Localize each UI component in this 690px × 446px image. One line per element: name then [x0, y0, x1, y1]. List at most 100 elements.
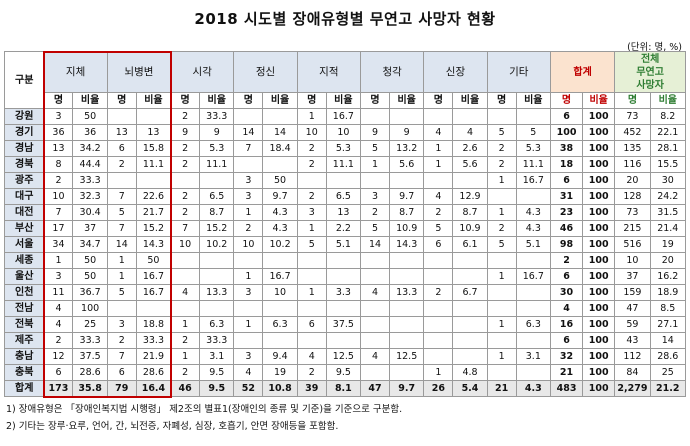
- cell-count: 34: [43, 236, 74, 253]
- cell-ratio: 4.3: [515, 220, 551, 237]
- cell-count: 23: [549, 204, 584, 221]
- cell-ratio: 16.7: [135, 268, 172, 285]
- cell-ratio: [452, 252, 488, 269]
- subheader-ratio: 비율: [649, 92, 687, 109]
- cell-count: 6: [549, 268, 584, 285]
- cell-count: 2: [549, 252, 584, 269]
- cell-count: 17: [43, 220, 74, 237]
- cell-count: [359, 172, 391, 189]
- cell-ratio: 12.9: [452, 188, 488, 205]
- cell-count: [359, 108, 391, 125]
- cell-count: 3: [233, 284, 264, 301]
- region-label: 부산: [3, 220, 45, 237]
- cell-ratio: 100: [582, 108, 616, 125]
- cell-count: 1: [233, 316, 264, 333]
- table-row: 경북 8 44.4 2 11.1 2 11.1 2 11.1 1 5.6 1 5.6 2 11.1 18 100…: [3, 156, 687, 173]
- cell-count: [296, 300, 327, 317]
- cell-ratio: [262, 300, 298, 317]
- cell-count: 2: [296, 156, 327, 173]
- cell-count: 1: [423, 156, 454, 173]
- region-label: 경북: [3, 156, 45, 173]
- cell-count: 26: [423, 380, 454, 397]
- cell-count: 4: [43, 316, 74, 333]
- cell-count: 7: [106, 220, 137, 237]
- cell-ratio: 10.9: [389, 220, 425, 237]
- table-row: 대전 7 30.4 5 21.7 2 8.7 1 4.3 3 13 2 8.7 2 8.7 1 4.3 23 100…: [3, 204, 687, 221]
- cell-ratio: 33.3: [135, 332, 172, 349]
- cell-count: [170, 268, 201, 285]
- subheader-count: 명: [296, 92, 327, 109]
- cell-count: 128: [614, 188, 651, 205]
- cell-ratio: 13.3: [199, 284, 235, 301]
- cell-ratio: [325, 300, 362, 317]
- cell-count: [106, 108, 137, 125]
- cell-count: 2: [43, 332, 74, 349]
- cell-count: 2: [170, 332, 201, 349]
- cell-ratio: 100: [582, 156, 616, 173]
- cell-ratio: [515, 188, 551, 205]
- cell-count: [170, 172, 201, 189]
- cell-count: 4: [170, 284, 201, 301]
- cell-count: 4: [296, 348, 327, 365]
- cell-ratio: 3.1: [515, 348, 551, 365]
- cell-ratio: 50: [135, 252, 172, 269]
- cell-ratio: [199, 268, 235, 285]
- cell-count: [423, 300, 454, 317]
- subheader-count: 명: [233, 92, 264, 109]
- cell-ratio: 33.3: [199, 332, 235, 349]
- cell-ratio: 100: [582, 364, 616, 381]
- table-row: 강원 3 50 2 33.3 1 16.7 6 100 73 8.2: [3, 108, 687, 125]
- region-label: 대구: [3, 188, 45, 205]
- cell-ratio: [389, 364, 425, 381]
- cell-count: [486, 332, 517, 349]
- table-row: 대구 10 32.3 7 22.6 2 6.5 3 9.7 2 6.5 3 9.7 4 12.9 31 100 1…: [3, 188, 687, 205]
- cell-ratio: [452, 332, 488, 349]
- cell-ratio: 16.2: [649, 268, 687, 285]
- cell-ratio: [262, 108, 298, 125]
- cell-count: 14: [233, 124, 264, 141]
- cell-ratio: [325, 172, 362, 189]
- cell-count: 6: [549, 332, 584, 349]
- cell-ratio: [515, 108, 551, 125]
- cell-count: 73: [614, 108, 651, 125]
- cell-ratio: 10.2: [199, 236, 235, 253]
- cell-count: 6: [106, 364, 137, 381]
- cell-ratio: [452, 108, 488, 125]
- cell-count: [486, 284, 517, 301]
- cell-count: [170, 252, 201, 269]
- cell-ratio: [515, 252, 551, 269]
- cell-ratio: 100: [582, 268, 616, 285]
- cell-ratio: [452, 348, 488, 365]
- cell-count: 215: [614, 220, 651, 237]
- cell-count: [359, 316, 391, 333]
- cell-ratio: 18.9: [649, 284, 687, 301]
- region-label: 광주: [3, 172, 45, 189]
- cell-ratio: 16.4: [135, 380, 172, 397]
- cell-count: 2: [106, 332, 137, 349]
- header-category-jiche: 지체: [43, 51, 108, 93]
- cell-count: 5: [486, 124, 517, 141]
- cell-count: [296, 172, 327, 189]
- cell-count: 7: [106, 348, 137, 365]
- cell-count: 3: [296, 204, 327, 221]
- table-row: 충북 6 28.6 6 28.6 2 9.5 4 19 2 9.5 1 4.8 21 100 84 25: [3, 364, 687, 381]
- cell-count: 1: [170, 316, 201, 333]
- cell-ratio: 35.8: [72, 380, 108, 397]
- cell-ratio: 8.5: [649, 300, 687, 317]
- header-category-sinjang: 신장: [423, 51, 488, 93]
- cell-count: 483: [549, 380, 584, 397]
- cell-ratio: 16.7: [135, 284, 172, 301]
- cell-ratio: [262, 156, 298, 173]
- cell-count: 2: [296, 140, 327, 157]
- page-title: 2018 시도별 장애유형별 무연고 사망자 현황: [194, 10, 496, 28]
- header-category-jeongsin: 정신: [233, 51, 298, 93]
- cell-count: 5: [106, 204, 137, 221]
- cell-ratio: 21.2: [649, 380, 687, 397]
- cell-count: 2: [423, 284, 454, 301]
- subheader-count: 명: [43, 92, 74, 109]
- cell-count: [486, 364, 517, 381]
- cell-ratio: 11.1: [135, 156, 172, 173]
- cell-count: [233, 300, 264, 317]
- cell-ratio: 13.3: [389, 284, 425, 301]
- cell-ratio: [199, 172, 235, 189]
